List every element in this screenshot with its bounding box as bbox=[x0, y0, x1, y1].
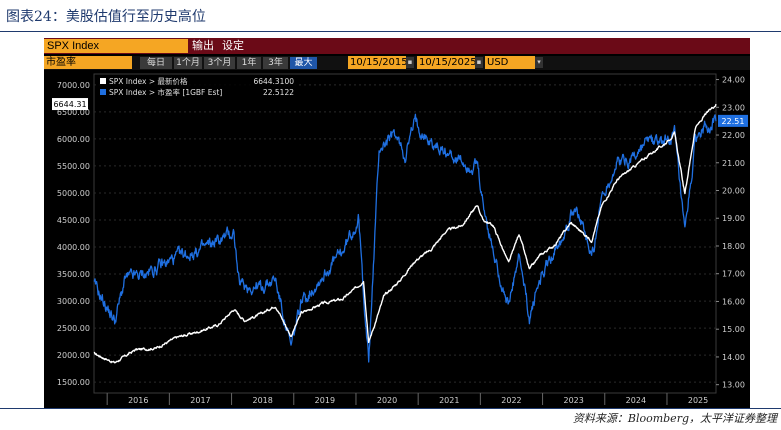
plot-area bbox=[93, 73, 717, 394]
end-date-calendar-icon[interactable]: ▪ bbox=[475, 57, 483, 68]
end-date-input[interactable]: 10/15/2025 bbox=[417, 56, 477, 69]
series-line-price bbox=[93, 103, 717, 364]
y-left-tick-10: 2000.00 bbox=[57, 351, 90, 360]
range-button-0[interactable]: 每日 bbox=[140, 57, 172, 69]
start-date-input[interactable]: 10/15/2015 bbox=[348, 56, 408, 69]
y-right-tick-6: 18.00 bbox=[722, 242, 745, 251]
x-tick-9: 2025 bbox=[688, 396, 708, 405]
x-tick-3: 2019 bbox=[315, 396, 335, 405]
range-button-4[interactable]: 3年 bbox=[263, 57, 288, 69]
currency-select[interactable]: USD bbox=[485, 56, 535, 69]
y-left-tick-2: 6000.00 bbox=[57, 135, 90, 144]
y-right-tick-9: 15.00 bbox=[722, 325, 745, 334]
title-rule bbox=[0, 31, 781, 32]
command-bar: SPX Index 输出 设定 bbox=[44, 38, 750, 54]
x-tick-0: 2016 bbox=[128, 396, 148, 405]
bloomberg-terminal-panel: SPX Index 输出 设定 市盈率 每日 1个月 3个月 1年 3年 最大 10/15… bbox=[44, 38, 750, 408]
y-right-tick-7: 17.00 bbox=[722, 270, 745, 279]
y-right-tick-1: 23.00 bbox=[722, 103, 745, 112]
range-button-2[interactable]: 3个月 bbox=[204, 57, 235, 69]
price-last-tag: 6644.31 bbox=[53, 100, 86, 109]
y-left-tick-0: 7000.00 bbox=[57, 81, 90, 90]
pe-last-tag-box bbox=[718, 114, 748, 127]
legend-swatch-1 bbox=[100, 89, 106, 95]
pe-last-tag: 22.51 bbox=[722, 117, 745, 126]
start-date-calendar-icon[interactable]: ▪ bbox=[406, 57, 414, 68]
price-pe-chart: 7000.00 6500.00 6000.00 5500.00 5000.00 4500.… bbox=[52, 73, 748, 405]
y-left-tick-1: 6500.00 bbox=[57, 108, 90, 117]
x-tick-4: 2020 bbox=[377, 396, 397, 405]
source-note: 资料来源：Bloomberg，太平洋证券整理 bbox=[572, 412, 777, 425]
range-button-1[interactable]: 1个月 bbox=[174, 57, 202, 69]
figure-title: 图表24：美股估值行至历史高位 bbox=[6, 9, 206, 25]
y-left-tick-4: 5000.00 bbox=[57, 189, 90, 198]
legend-swatch-0 bbox=[100, 78, 106, 84]
x-tick-7: 2023 bbox=[563, 396, 583, 405]
range-button-5[interactable]: 最大 bbox=[290, 57, 317, 69]
bottom-rule bbox=[0, 408, 781, 409]
field-selector[interactable]: 市盈率 bbox=[44, 56, 132, 69]
y-left-tick-3: 5500.00 bbox=[57, 162, 90, 171]
legend-value-0: 6644.3100 bbox=[253, 77, 294, 86]
y-left-tick-7: 3500.00 bbox=[57, 270, 90, 279]
chevron-down-icon[interactable]: ▾ bbox=[535, 57, 543, 68]
price-last-tag-box bbox=[52, 98, 88, 111]
y-left-tick-5: 4500.00 bbox=[57, 216, 90, 225]
y-right-tick-11: 13.00 bbox=[722, 381, 745, 390]
series-line-pe bbox=[93, 113, 717, 363]
ticker-field[interactable]: SPX Index bbox=[44, 39, 188, 53]
x-tick-6: 2022 bbox=[501, 396, 521, 405]
y-right-tick-5: 19.00 bbox=[722, 214, 745, 223]
y-left-tick-11: 1500.00 bbox=[57, 378, 90, 387]
y-right-tick-8: 16.00 bbox=[722, 297, 745, 306]
y-left-tick-9: 2500.00 bbox=[57, 324, 90, 333]
range-toolbar: 市盈率 每日 1个月 3个月 1年 3年 最大 10/15/2015 ▪ 10/15/20… bbox=[44, 56, 750, 70]
y-right-tick-2: 22.00 bbox=[722, 131, 745, 140]
y-right-tick-10: 14.00 bbox=[722, 353, 745, 362]
legend-label-0: SPX Index > 最新价格 bbox=[109, 76, 188, 86]
x-tick-5: 2021 bbox=[439, 396, 459, 405]
y-right-tick-0: 24.00 bbox=[722, 76, 745, 85]
range-button-3[interactable]: 1年 bbox=[237, 57, 261, 69]
x-tick-8: 2024 bbox=[626, 396, 646, 405]
y-left-tick-8: 3000.00 bbox=[57, 297, 90, 306]
x-tick-1: 2017 bbox=[190, 396, 210, 405]
legend-label-1: SPX Index > 市盈率 [1GBF Est] bbox=[109, 87, 222, 97]
x-tick-2: 2018 bbox=[252, 396, 272, 405]
legend-value-1: 22.5122 bbox=[263, 88, 294, 97]
settings-menu[interactable]: 设定 bbox=[222, 40, 244, 52]
y-right-tick-4: 20.00 bbox=[722, 187, 745, 196]
y-right-tick-3: 21.00 bbox=[722, 159, 745, 168]
legend-box bbox=[98, 76, 298, 102]
y-left-tick-6: 4000.00 bbox=[57, 243, 90, 252]
output-menu[interactable]: 输出 bbox=[192, 40, 214, 52]
